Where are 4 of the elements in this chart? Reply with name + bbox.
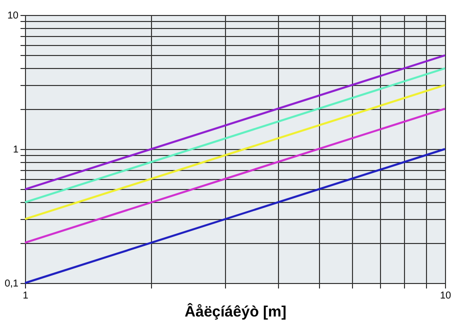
y-tick-label: 10 [7, 10, 19, 22]
y-tick-label: 1 [12, 144, 19, 156]
x-axis-title: Âåëçíáêýò [m] [184, 302, 286, 320]
y-tick-label: 0,1 [4, 278, 19, 290]
